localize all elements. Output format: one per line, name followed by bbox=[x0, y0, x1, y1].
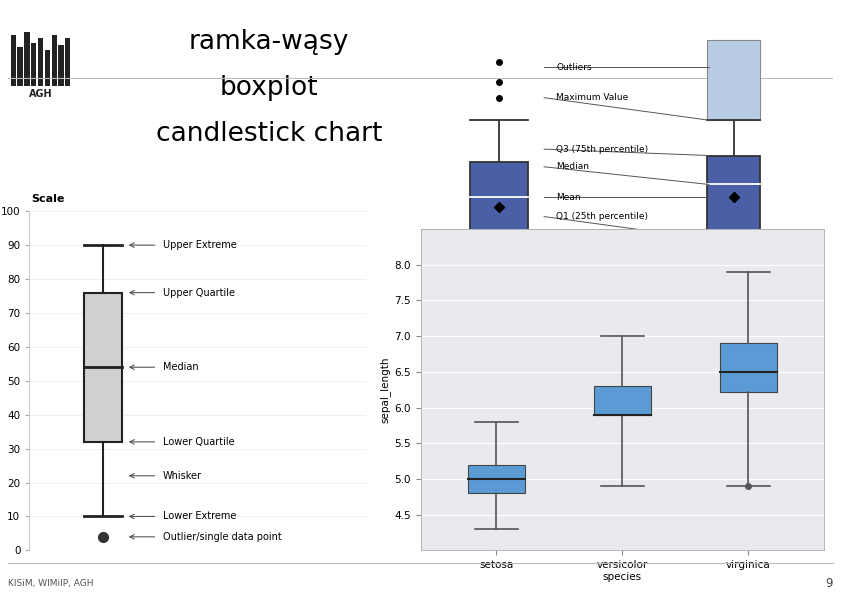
Bar bbox=[468, 465, 525, 493]
Bar bbox=[594, 386, 651, 415]
Text: Q1 (25th percentile): Q1 (25th percentile) bbox=[557, 212, 648, 221]
Text: candlestick chart: candlestick chart bbox=[156, 121, 383, 146]
Text: Median: Median bbox=[557, 162, 590, 171]
Text: Mean: Mean bbox=[557, 193, 581, 202]
Text: ramka-wąsy: ramka-wąsy bbox=[189, 29, 349, 55]
Bar bbox=[18, 47, 23, 86]
Text: Outlier/single data point: Outlier/single data point bbox=[163, 532, 282, 542]
Bar bbox=[470, 162, 527, 249]
Bar bbox=[38, 38, 43, 86]
Text: Scale: Scale bbox=[31, 195, 64, 205]
Text: Upper Quartile: Upper Quartile bbox=[163, 287, 235, 298]
Bar bbox=[45, 50, 50, 86]
Text: Median: Median bbox=[163, 362, 198, 372]
Text: Lower Extreme: Lower Extreme bbox=[163, 512, 236, 521]
Text: Outliers: Outliers bbox=[557, 62, 592, 71]
Text: Upper Extreme: Upper Extreme bbox=[163, 240, 236, 250]
Bar bbox=[11, 35, 16, 86]
Bar bbox=[707, 155, 760, 239]
Text: boxplot: boxplot bbox=[220, 75, 319, 101]
Y-axis label: sepal_length: sepal_length bbox=[379, 356, 390, 423]
Bar bbox=[31, 43, 36, 86]
Bar bbox=[24, 32, 29, 86]
Text: Q3 (75th percentile): Q3 (75th percentile) bbox=[557, 145, 648, 154]
Text: AGH: AGH bbox=[29, 89, 53, 99]
Text: KISiM, WIMiIP, AGH: KISiM, WIMiIP, AGH bbox=[8, 579, 94, 588]
Bar bbox=[51, 35, 57, 86]
Text: Minimum Value: Minimum Value bbox=[557, 308, 627, 318]
Bar bbox=[84, 293, 122, 442]
Bar bbox=[65, 38, 71, 86]
Bar bbox=[720, 343, 777, 392]
Bar bbox=[707, 40, 760, 120]
Text: Lower Quartile: Lower Quartile bbox=[163, 437, 235, 447]
Text: Whisker: Whisker bbox=[163, 471, 202, 481]
Text: Maximum Value: Maximum Value bbox=[557, 93, 629, 102]
Bar bbox=[58, 45, 64, 86]
Text: 9: 9 bbox=[825, 577, 833, 590]
